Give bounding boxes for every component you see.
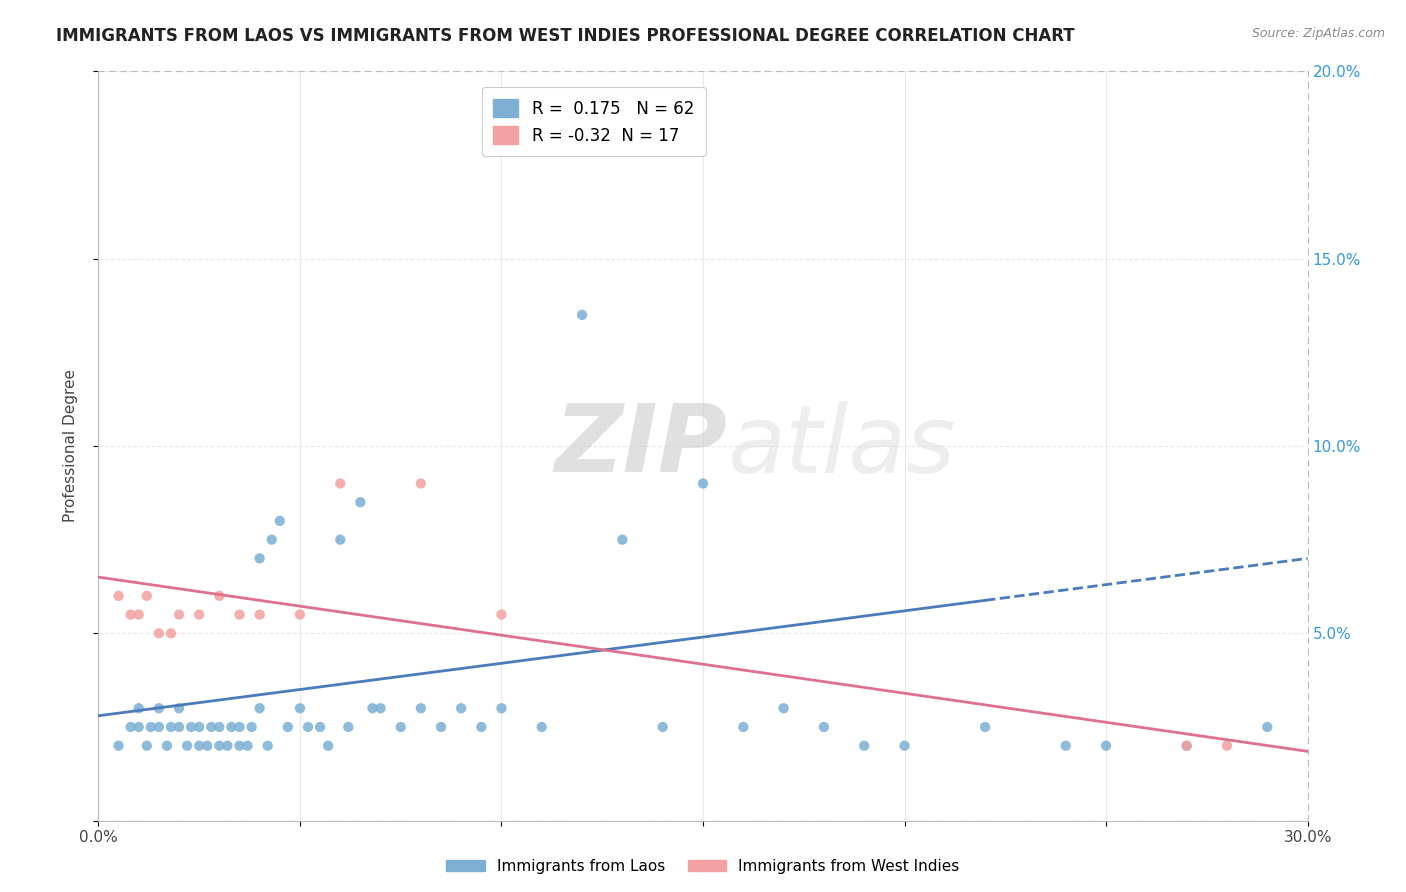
Point [135, 739, 157, 753]
Point [188, 607, 211, 622]
Point [470, 720, 492, 734]
Point [128, 701, 150, 715]
Point [107, 589, 129, 603]
Point [180, 720, 202, 734]
Point [249, 607, 271, 622]
Point [269, 514, 291, 528]
Text: IMMIGRANTS FROM LAOS VS IMMIGRANTS FROM WEST INDIES PROFESSIONAL DEGREE CORRELAT: IMMIGRANTS FROM LAOS VS IMMIGRANTS FROM … [56, 27, 1074, 45]
Point [571, 308, 593, 322]
Point [167, 607, 190, 622]
Text: ZIP: ZIP [554, 400, 727, 492]
Point [160, 720, 183, 734]
Point [260, 533, 283, 547]
Point [361, 701, 384, 715]
Point [1256, 720, 1278, 734]
Point [107, 739, 129, 753]
Point [491, 701, 513, 715]
Point [389, 720, 412, 734]
Point [236, 739, 259, 753]
Point [288, 701, 311, 715]
Point [228, 720, 250, 734]
Point [128, 607, 150, 622]
Point [208, 589, 231, 603]
Point [974, 720, 997, 734]
Point [120, 607, 142, 622]
Point [139, 720, 162, 734]
Legend: R =  0.175   N = 62, R = -0.32  N = 17: R = 0.175 N = 62, R = -0.32 N = 17 [482, 87, 706, 156]
Point [612, 533, 634, 547]
Point [256, 739, 278, 753]
Point [228, 607, 250, 622]
Point [813, 720, 835, 734]
Point [1095, 739, 1118, 753]
Point [228, 739, 250, 753]
Point [370, 701, 392, 715]
Legend: Immigrants from Laos, Immigrants from West Indies: Immigrants from Laos, Immigrants from We… [440, 853, 966, 880]
Point [208, 720, 231, 734]
Point [148, 701, 170, 715]
Point [430, 720, 453, 734]
Point [277, 720, 299, 734]
Point [120, 720, 142, 734]
Point [893, 739, 915, 753]
Point [128, 720, 150, 734]
Point [221, 720, 243, 734]
Point [651, 720, 673, 734]
Point [167, 720, 190, 734]
Point [188, 720, 211, 734]
Point [208, 739, 231, 753]
Point [1216, 739, 1239, 753]
Point [135, 589, 157, 603]
Point [329, 533, 352, 547]
Point [409, 701, 432, 715]
Point [450, 701, 472, 715]
Text: Source: ZipAtlas.com: Source: ZipAtlas.com [1251, 27, 1385, 40]
Point [1175, 739, 1198, 753]
Point [409, 476, 432, 491]
Point [853, 739, 876, 753]
Point [297, 720, 319, 734]
Point [188, 739, 211, 753]
Point [148, 720, 170, 734]
Point [249, 701, 271, 715]
Point [167, 701, 190, 715]
Text: atlas: atlas [727, 401, 956, 491]
Point [329, 476, 352, 491]
Point [316, 739, 339, 753]
Point [1175, 739, 1198, 753]
Point [240, 720, 263, 734]
Y-axis label: Professional Degree: Professional Degree [63, 369, 77, 523]
Point [195, 739, 218, 753]
Point [200, 720, 222, 734]
Point [491, 607, 513, 622]
Point [1054, 739, 1077, 753]
Point [692, 476, 714, 491]
Point [530, 720, 553, 734]
Point [148, 626, 170, 640]
Point [309, 720, 332, 734]
Point [217, 739, 239, 753]
Point [349, 495, 371, 509]
Point [288, 607, 311, 622]
Point [160, 626, 183, 640]
Point [176, 739, 198, 753]
Point [337, 720, 360, 734]
Point [772, 701, 794, 715]
Point [733, 720, 755, 734]
Point [156, 739, 179, 753]
Point [249, 551, 271, 566]
